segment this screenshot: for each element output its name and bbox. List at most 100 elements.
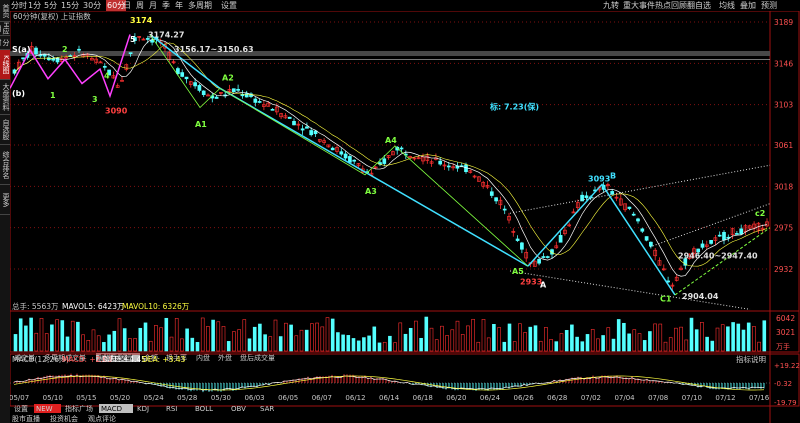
candle-body: [541, 256, 546, 258]
volume-bar: [575, 336, 579, 352]
period-tab-7[interactable]: 周: [136, 1, 144, 10]
left-tab-2[interactable]: 分时图: [0, 36, 10, 50]
toolbar-right-2[interactable]: 热点回顾: [655, 1, 687, 10]
left-tab-4[interactable]: 大盘资料: [0, 80, 10, 115]
volume-bar: [668, 337, 673, 352]
period-tab-11[interactable]: 多周期: [188, 1, 212, 10]
date-tick-16: 06/28: [547, 394, 567, 402]
annotation-wave_2: 2: [62, 45, 68, 54]
volume-bar: [367, 335, 371, 352]
candle-body: [206, 94, 210, 97]
left-tab-7[interactable]: 更多: [0, 185, 10, 215]
left-tab-1[interactable]: H应用: [0, 22, 10, 36]
vol-ma10: MAVOL10: 6326万: [122, 302, 190, 311]
candle-body: [644, 236, 649, 241]
volume-bar: [24, 325, 28, 352]
period-tab-3[interactable]: 15分: [61, 1, 80, 10]
channel-bottom: [509, 270, 751, 310]
toolbar-right-3[interactable]: 翻自选: [687, 1, 711, 10]
toolbar-right-4[interactable]: 均线: [719, 1, 735, 10]
period-tab-6[interactable]: 日: [123, 1, 131, 10]
volume-bar: [512, 341, 517, 352]
price-tick-4: 3018: [774, 182, 793, 191]
date-tick-8: 06/05: [278, 394, 298, 402]
candle-body: [180, 72, 185, 77]
candle-body: [640, 228, 645, 232]
candle-body: [77, 48, 81, 51]
period-tab-5[interactable]: 60分: [106, 0, 127, 11]
candle-body: [283, 115, 288, 119]
dea-line: [13, 375, 765, 391]
volume-bar: [70, 320, 75, 352]
price-tick-3: 3061: [774, 141, 793, 150]
annotation-p3156: 3156.17~3150.63: [174, 45, 254, 54]
left-tab-5[interactable]: 自选股: [0, 115, 10, 145]
period-tab-1[interactable]: 1分: [28, 1, 42, 10]
period-tab-0[interactable]: 分时: [11, 1, 27, 10]
wave-cyan-b: [527, 183, 676, 296]
candle-body: [141, 38, 146, 41]
period-tab-10[interactable]: 年: [175, 1, 183, 10]
price-tick-1: 3146: [774, 59, 793, 68]
left-tab-0[interactable]: 首页: [0, 0, 10, 22]
annotation-p3093: 3093: [588, 175, 610, 184]
candle-body: [709, 239, 713, 244]
candle-body: [692, 248, 696, 254]
toolbar-right-0[interactable]: 九转: [603, 1, 619, 10]
volume-bar: [128, 338, 132, 352]
volume-bar: [81, 334, 85, 352]
candle-body: [236, 88, 240, 91]
candle-body: [356, 163, 361, 167]
left-tab-6[interactable]: 综合排名: [0, 145, 10, 185]
left-tab-3[interactable]: K线图: [0, 50, 10, 80]
bottom-tab-4: KDJ: [137, 405, 149, 413]
annotation-wave_C1: C1: [660, 295, 672, 304]
period-tab-8[interactable]: 月: [149, 1, 157, 10]
candle-body: [455, 165, 460, 169]
candle-body: [120, 79, 124, 82]
volume-bar: [185, 328, 189, 352]
vol-tick-1: 3021: [776, 328, 795, 337]
date-tick-13: 06/20: [446, 394, 466, 402]
candle-body: [550, 249, 554, 255]
kline-chart[interactable]: 3189 3146 3103 3061 3018 2975 2932 60分钟(复权) 上证指…: [10, 11, 800, 423]
candle-body: [72, 55, 77, 58]
macd-hint: 指标说明: [736, 354, 766, 364]
volume-bar: [206, 326, 210, 352]
candle-body: [348, 156, 352, 163]
volume-bar: [476, 341, 481, 352]
date-tick-4: 05/24: [144, 394, 165, 402]
period-tab-4[interactable]: 30分: [83, 1, 102, 10]
volume-bar: [294, 335, 299, 352]
annotation-wave_A: A: [540, 280, 547, 289]
volume-bar: [694, 329, 699, 352]
annotation-mid_note: 标: 7.23(保): [489, 101, 539, 111]
toolbar-right-5[interactable]: 叠加: [740, 1, 756, 10]
volume-bar: [736, 323, 741, 352]
volume-bar: [492, 324, 496, 352]
volume-bar: [278, 336, 283, 352]
volume-bar: [232, 331, 236, 352]
macd-tab-bg: [99, 404, 133, 413]
candle-body: [373, 166, 378, 169]
volume-bar: [720, 324, 725, 352]
candle-body: [713, 237, 718, 241]
period-tab-2[interactable]: 5分: [44, 1, 58, 10]
date-tick-2: 05/15: [76, 394, 96, 402]
toolbar-right-1[interactable]: 重大事件: [623, 1, 655, 10]
vol-tab-bg: [96, 353, 140, 362]
vol-tab-0: 成交量: [14, 353, 35, 362]
volume-bar: [544, 327, 548, 352]
candle-body: [309, 130, 314, 136]
volume-bar: [200, 317, 205, 352]
toolbar-right-6[interactable]: 预测: [761, 1, 777, 10]
macd-value: MACD: +2.03: [62, 355, 113, 364]
date-tick-18: 07/04: [614, 394, 635, 402]
candle-body: [730, 228, 735, 235]
candle-body: [442, 164, 447, 167]
period-tab-9[interactable]: 季: [162, 1, 170, 10]
candle-body: [670, 284, 675, 287]
volume-bar: [710, 340, 715, 352]
volume-bar: [684, 339, 689, 352]
period-tab-12[interactable]: 设置: [221, 1, 237, 10]
